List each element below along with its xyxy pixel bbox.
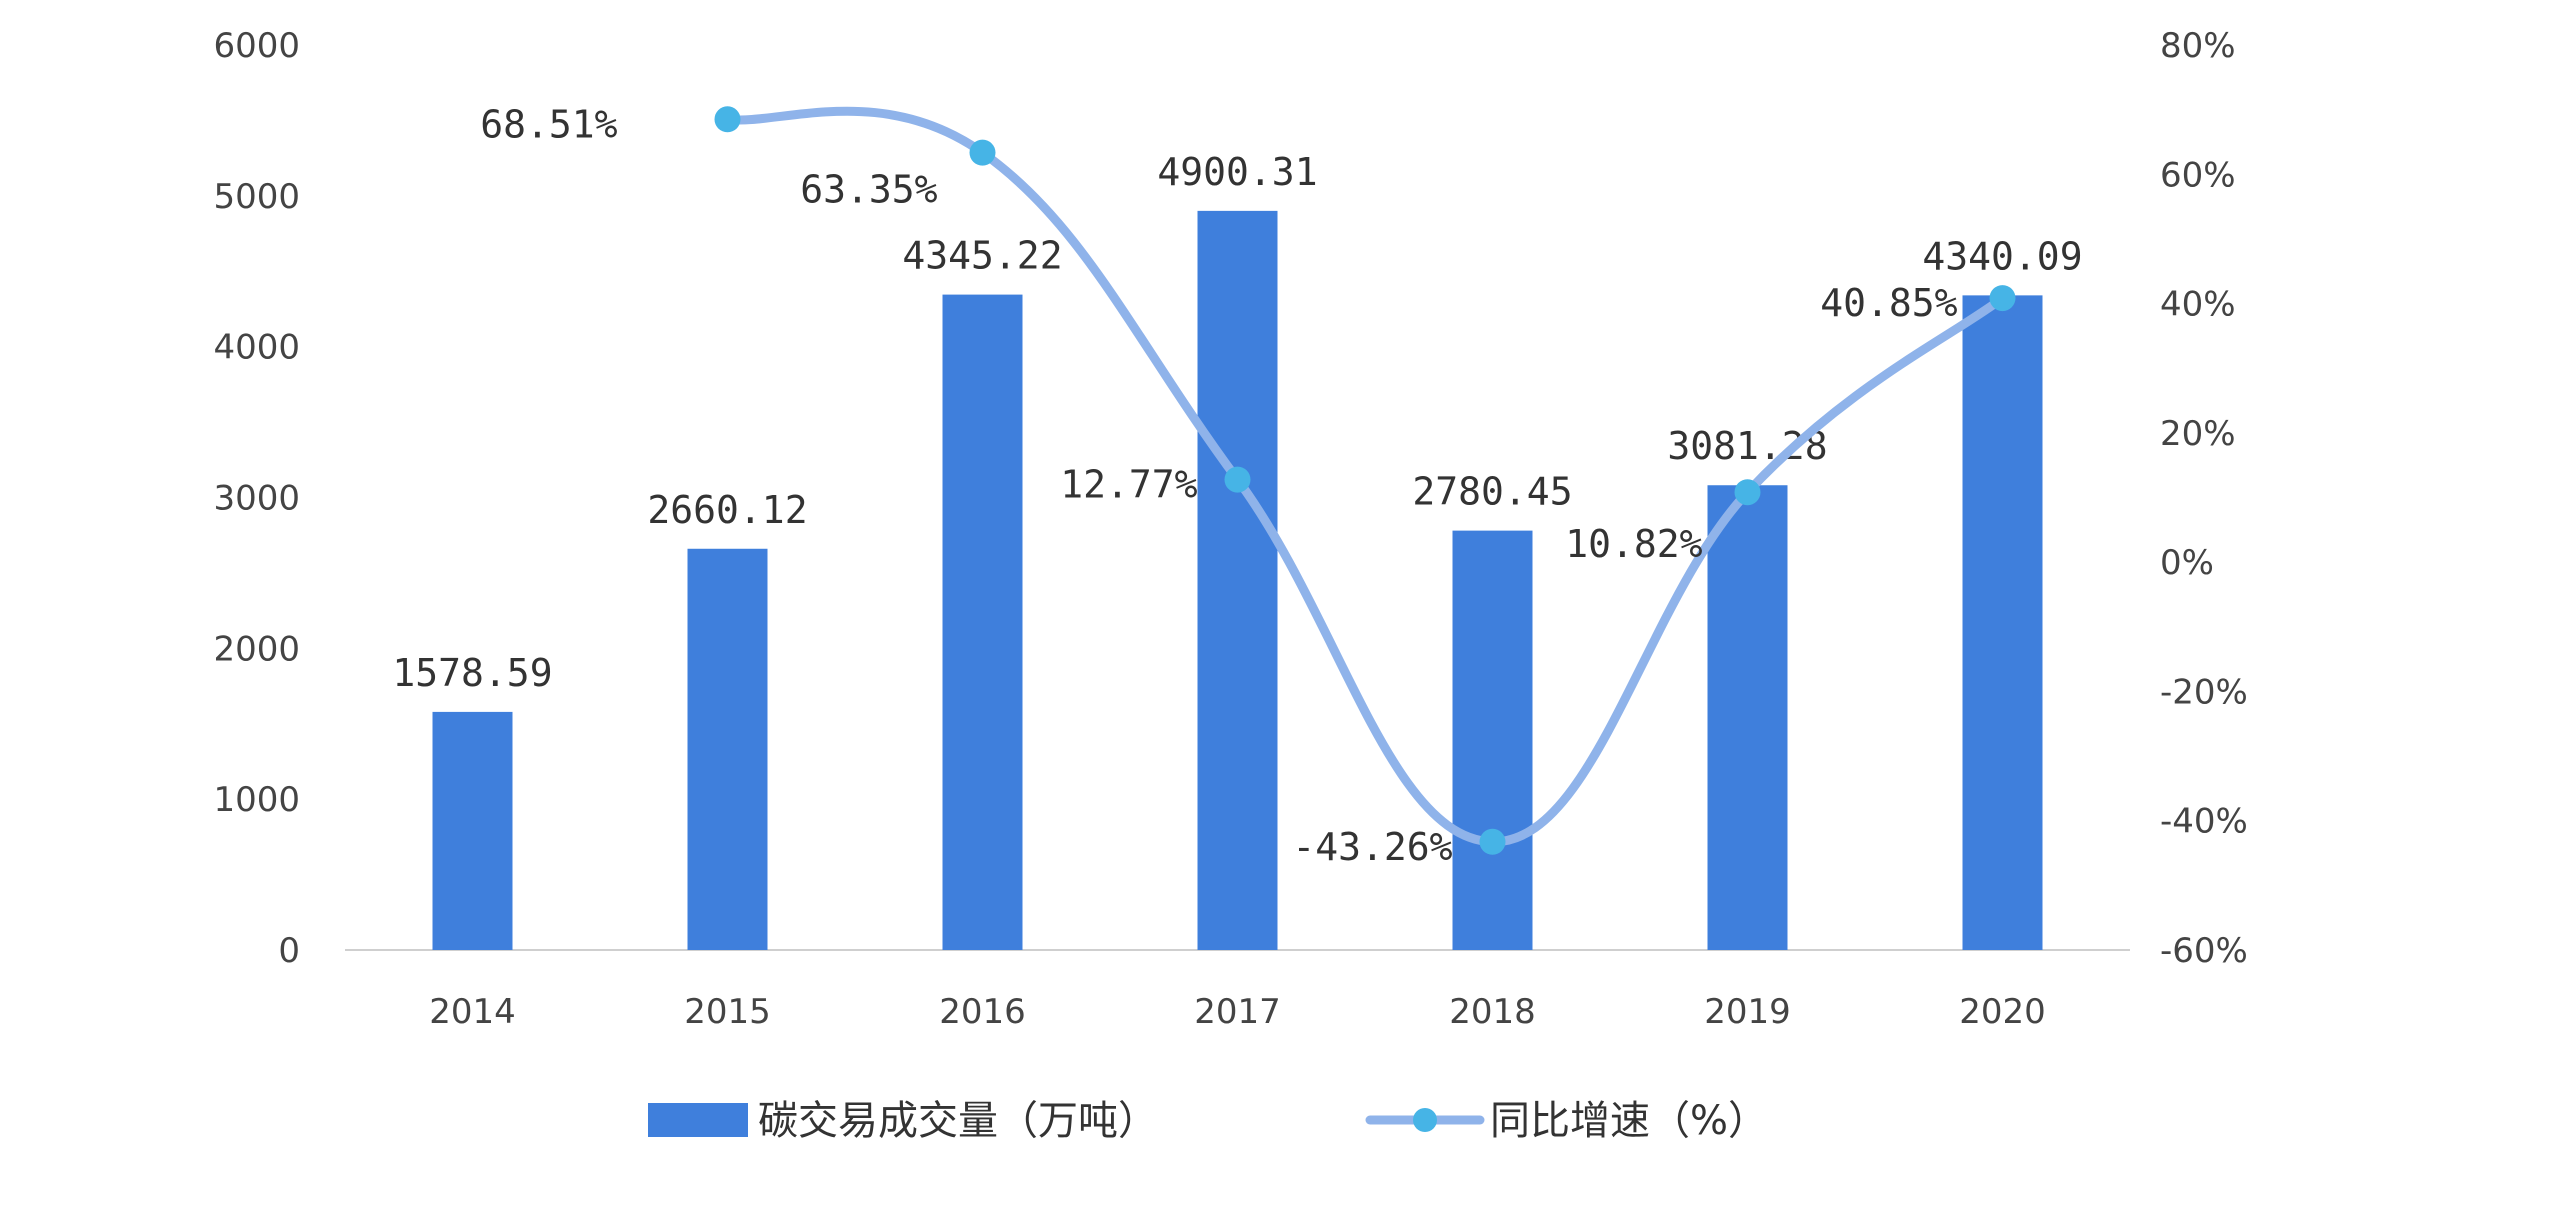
y-right-tick-label: 40% (2160, 285, 2236, 325)
x-tick-label: 2019 (1704, 992, 1791, 1032)
y-left-tick-label: 4000 (213, 328, 300, 368)
bar-2018 (1452, 530, 1533, 950)
bar-value-label: 1578.59 (392, 651, 552, 695)
y-left-tick-label: 3000 (213, 479, 300, 519)
growth-value-label: 12.77% (1060, 463, 1197, 507)
growth-marker-2015 (714, 106, 741, 133)
y-right-tick-label: -20% (2160, 672, 2248, 712)
growth-marker-2017 (1224, 466, 1251, 493)
bar-value-label: 2780.45 (1412, 470, 1572, 514)
y-right-tick-label: -40% (2160, 802, 2248, 842)
legend-bar-swatch (648, 1103, 748, 1137)
growth-value-label: 63.35% (800, 168, 937, 212)
y-left-tick-label: 0 (278, 931, 300, 971)
legend-bar-label: 碳交易成交量（万吨） (758, 1098, 1158, 1144)
bar-value-label: 4900.31 (1157, 150, 1317, 194)
y-left-tick-label: 2000 (213, 629, 300, 669)
legend-line-label: 同比增速（%） (1490, 1098, 1768, 1144)
x-tick-label: 2015 (684, 992, 771, 1032)
bar-2019 (1707, 485, 1788, 950)
growth-marker-2020 (1989, 285, 2016, 312)
bar-value-label: 4345.22 (902, 234, 1062, 278)
x-tick-label: 2018 (1449, 992, 1536, 1032)
growth-value-label: -43.26% (1292, 825, 1452, 869)
growth-marker-2016 (969, 139, 996, 166)
growth-line (723, 106, 2007, 847)
bar-value-label: 3081.28 (1667, 424, 1827, 468)
growth-marker-2018 (1479, 828, 1506, 855)
y-right-tick-label: -60% (2160, 931, 2248, 971)
y-left-tick-label: 5000 (213, 177, 300, 217)
growth-value-label: 68.51% (480, 102, 617, 146)
bar-2016 (942, 294, 1023, 951)
y-right-tick-label: 60% (2160, 155, 2236, 195)
x-tick-label: 2020 (1959, 992, 2046, 1032)
growth-value-label: 40.85% (1820, 281, 1957, 325)
bar-2015 (687, 548, 768, 950)
growth-value-label: 10.82% (1565, 522, 1702, 566)
x-tick-label: 2016 (939, 992, 1026, 1032)
y-left-tick-label: 1000 (213, 780, 300, 820)
bar-2014 (432, 711, 513, 950)
bar-2020 (1962, 295, 2043, 950)
bar-value-label: 2660.12 (647, 488, 807, 532)
bar-value-label: 4340.09 (1922, 234, 2082, 278)
x-tick-label: 2014 (429, 992, 516, 1032)
x-tick-label: 2017 (1194, 992, 1281, 1032)
y-right-tick-label: 80% (2160, 26, 2236, 66)
growth-marker-2019 (1734, 479, 1761, 506)
y-left-tick-label: 6000 (213, 26, 300, 66)
legend-line-marker (1413, 1108, 1437, 1132)
bar-2017 (1197, 210, 1278, 951)
y-right-tick-label: 0% (2160, 543, 2214, 583)
y-right-tick-label: 20% (2160, 414, 2236, 454)
